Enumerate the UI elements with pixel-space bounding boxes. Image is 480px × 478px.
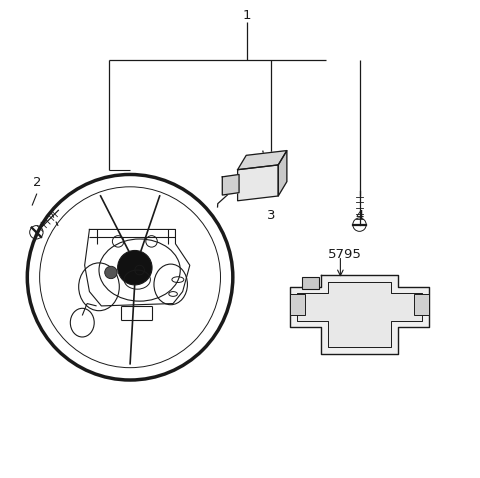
Text: 4: 4: [355, 209, 364, 222]
Polygon shape: [238, 165, 278, 201]
Polygon shape: [298, 282, 421, 347]
Polygon shape: [290, 275, 429, 354]
Polygon shape: [222, 174, 239, 195]
Text: 3: 3: [267, 209, 276, 222]
Polygon shape: [238, 151, 287, 170]
Polygon shape: [278, 151, 287, 196]
Text: 2: 2: [33, 176, 41, 189]
Text: 5795: 5795: [328, 248, 362, 261]
Bar: [302, 277, 319, 289]
Text: 1: 1: [243, 9, 252, 22]
Bar: [414, 294, 429, 315]
Circle shape: [118, 250, 152, 285]
Bar: [290, 294, 304, 315]
Circle shape: [105, 266, 117, 279]
